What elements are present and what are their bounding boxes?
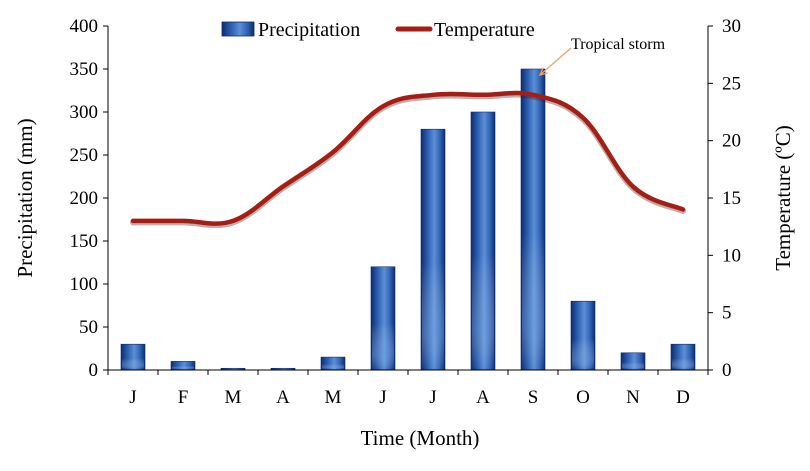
x-tick-label: J <box>379 387 386 408</box>
left-tick-label: 350 <box>70 59 99 80</box>
axes <box>107 26 709 371</box>
left-tick-label: 300 <box>70 102 99 123</box>
annotation-label: Tropical storm <box>571 36 666 53</box>
x-tick-label: J <box>429 387 436 408</box>
left-tick-label: 250 <box>70 145 99 166</box>
tropical-storm-annotation: Tropical storm <box>538 36 666 76</box>
x-tick-label: N <box>626 387 640 408</box>
temperature-line <box>130 90 686 226</box>
temperature-line-shadow <box>130 91 686 229</box>
precipitation-bar-highlight <box>122 345 144 369</box>
x-tick-label: S <box>528 387 539 408</box>
right-tick-label: 20 <box>722 131 741 152</box>
right-tick-label: 0 <box>722 360 732 381</box>
left-axis-ticks: 0 50 100 150 200 250 300 350 400 <box>70 16 108 381</box>
precipitation-bar-highlight <box>472 113 494 369</box>
precipitation-bar-highlight <box>422 130 444 369</box>
left-tick-label: 200 <box>70 188 99 209</box>
precipitation-bar-highlight <box>372 267 394 369</box>
right-tick-label: 5 <box>722 303 732 324</box>
annotation-arrowhead <box>538 67 548 76</box>
precipitation-bar-highlight <box>322 358 344 369</box>
right-axis-ticks: 0 5 10 15 20 25 30 <box>708 16 741 381</box>
right-tick-label: 15 <box>722 188 741 209</box>
y-right-axis-title: Temperature (ºC) <box>771 125 795 271</box>
x-tick-label: O <box>576 387 590 408</box>
precipitation-bar-highlight <box>672 345 694 369</box>
y-left-axis-title: Precipitation (mm) <box>13 118 37 277</box>
legend-precipitation-label: Precipitation <box>258 19 360 41</box>
left-tick-label: 150 <box>70 231 99 252</box>
legend-temperature-label: Temperature <box>434 19 535 41</box>
precipitation-bar-highlight <box>522 70 544 369</box>
x-tick-label: M <box>225 387 242 408</box>
precipitation-bar-highlight <box>622 353 644 369</box>
x-tick-label: A <box>476 387 490 408</box>
legend-precipitation-swatch <box>221 21 255 37</box>
right-tick-label: 30 <box>722 16 741 37</box>
temperature-line-group <box>130 90 686 229</box>
precipitation-bar-highlight <box>572 302 594 369</box>
x-axis-title: Time (Month) <box>361 426 480 450</box>
x-tick-label: J <box>129 387 136 408</box>
x-tick-label: M <box>325 387 342 408</box>
left-tick-label: 0 <box>89 360 99 381</box>
legend: Precipitation Temperature <box>221 19 535 41</box>
right-tick-label: 10 <box>722 245 741 266</box>
x-tick-label: F <box>178 387 189 408</box>
right-tick-label: 25 <box>722 73 741 94</box>
precipitation-bar-highlight <box>172 362 194 369</box>
x-tick-label: D <box>676 387 690 408</box>
annotation-arrow <box>539 47 572 76</box>
x-tick-label: A <box>276 387 290 408</box>
left-tick-label: 100 <box>70 274 99 295</box>
left-tick-label: 50 <box>79 317 98 338</box>
left-tick-label: 400 <box>70 16 99 37</box>
precipitation-bars <box>120 68 696 371</box>
